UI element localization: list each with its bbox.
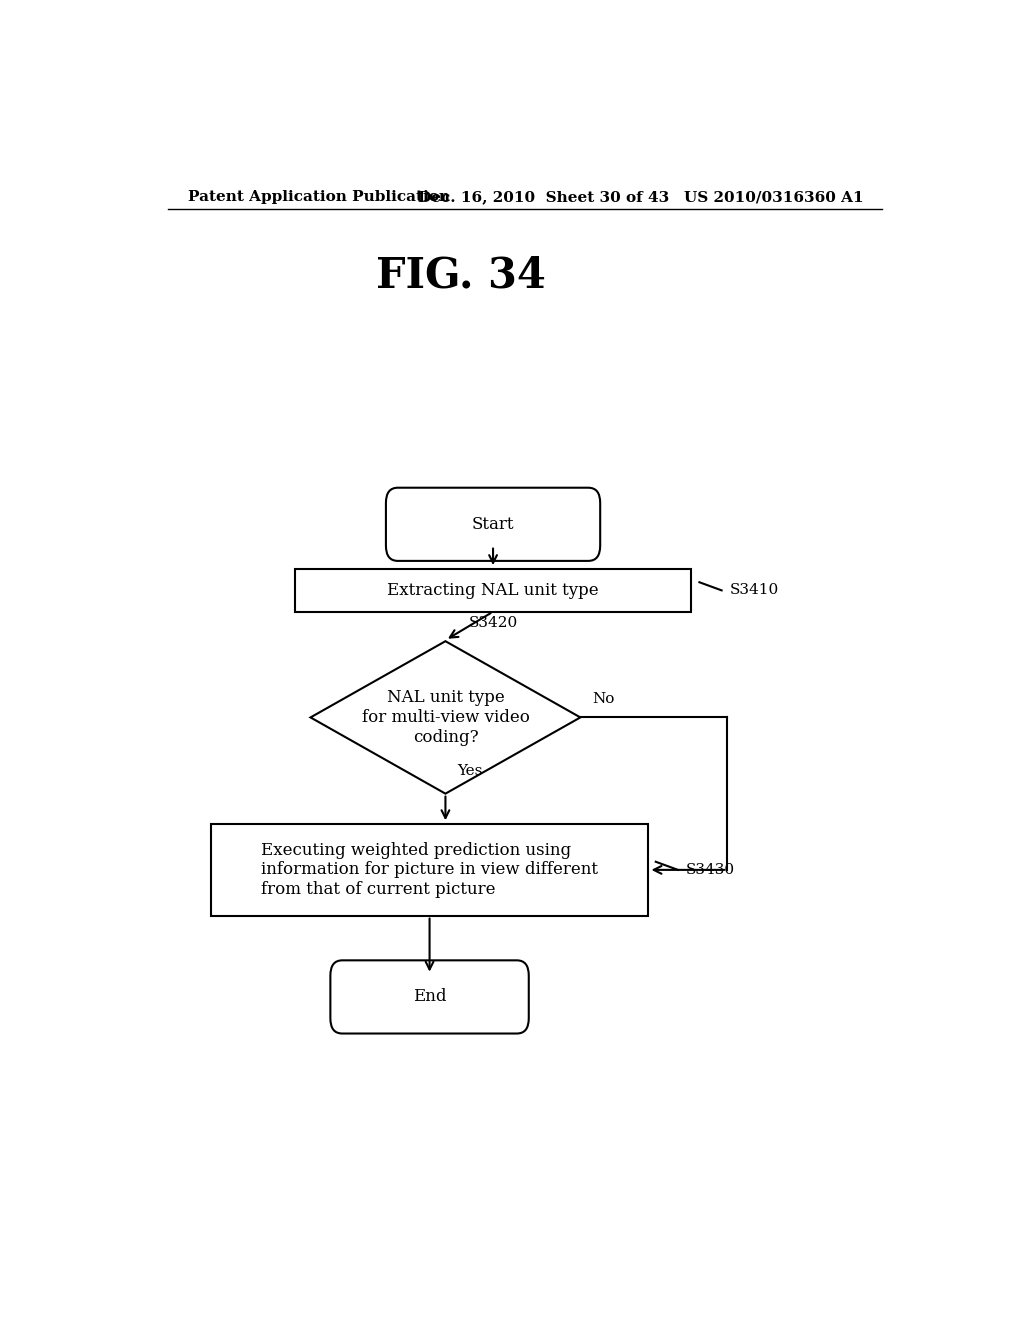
Bar (295, 569, 691, 611)
Text: Start: Start (472, 516, 514, 533)
Text: S3430: S3430 (686, 863, 735, 876)
Text: US 2010/0316360 A1: US 2010/0316360 A1 (684, 190, 863, 205)
Text: No: No (592, 692, 614, 706)
Text: Patent Application Publication: Patent Application Publication (187, 190, 450, 205)
Text: S3410: S3410 (729, 583, 779, 598)
Text: Executing weighted prediction using
information for picture in view different
fr: Executing weighted prediction using info… (261, 842, 598, 898)
Text: S3420: S3420 (469, 616, 518, 630)
FancyBboxPatch shape (386, 487, 600, 561)
FancyBboxPatch shape (331, 961, 528, 1034)
Text: NAL unit type
for multi-view video
coding?: NAL unit type for multi-view video codin… (361, 689, 529, 746)
Text: End: End (413, 989, 446, 1006)
Text: Dec. 16, 2010  Sheet 30 of 43: Dec. 16, 2010 Sheet 30 of 43 (418, 190, 669, 205)
Polygon shape (310, 642, 581, 793)
Text: FIG. 34: FIG. 34 (377, 255, 546, 296)
Bar (211, 824, 648, 916)
Text: Extracting NAL unit type: Extracting NAL unit type (387, 582, 599, 599)
Text: Yes: Yes (458, 764, 482, 779)
